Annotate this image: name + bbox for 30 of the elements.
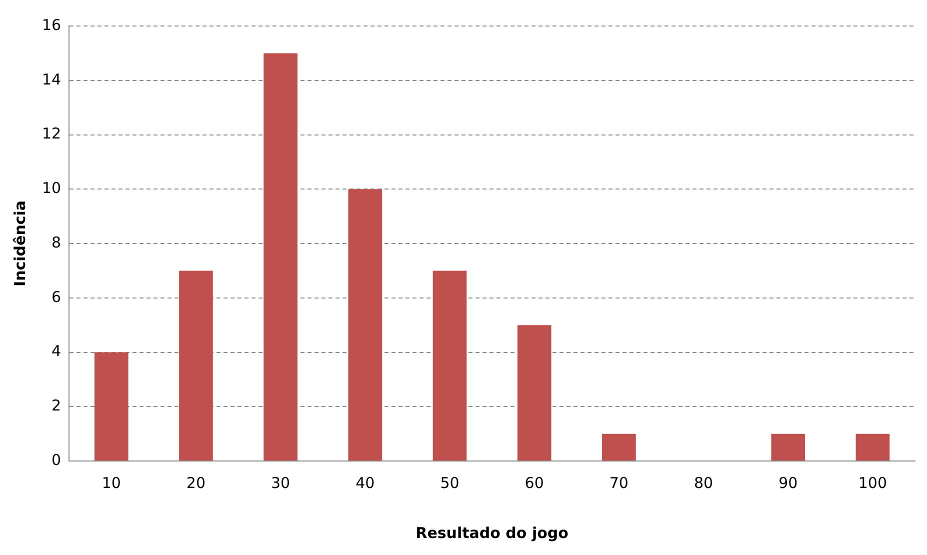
y-tick-label: 10 xyxy=(42,179,62,198)
x-tick-label: 10 xyxy=(102,474,121,492)
bar xyxy=(348,189,382,460)
y-axis-title: Incidência xyxy=(10,200,29,287)
x-tick-label: 40 xyxy=(356,474,375,492)
y-tick-label: 14 xyxy=(42,70,62,88)
x-tick-label: 90 xyxy=(778,474,798,492)
y-tick-label: 8 xyxy=(52,233,62,252)
x-tick-label: 50 xyxy=(440,474,460,492)
x-tick-label: 60 xyxy=(524,474,544,492)
bar xyxy=(856,434,890,460)
bar xyxy=(94,352,128,460)
x-tick-label: 70 xyxy=(609,474,628,492)
bar xyxy=(771,434,806,460)
bar xyxy=(264,53,298,460)
y-tick-label: 16 xyxy=(42,16,62,34)
y-tick-label: 12 xyxy=(42,124,62,143)
x-axis-title: Resultado do jogo xyxy=(416,524,568,542)
y-tick-label: 0 xyxy=(52,450,62,469)
y-tick-label: 2 xyxy=(52,396,62,415)
x-tick-label: 20 xyxy=(186,474,206,492)
x-tick-label: 30 xyxy=(271,474,290,492)
bar xyxy=(179,270,213,460)
x-tick-label: 100 xyxy=(858,474,888,492)
bar xyxy=(602,434,636,460)
bar xyxy=(517,325,552,460)
bar xyxy=(432,270,467,460)
x-tick-label: 80 xyxy=(694,474,714,492)
y-tick-label: 4 xyxy=(52,342,62,360)
y-tick-label: 6 xyxy=(52,288,62,306)
